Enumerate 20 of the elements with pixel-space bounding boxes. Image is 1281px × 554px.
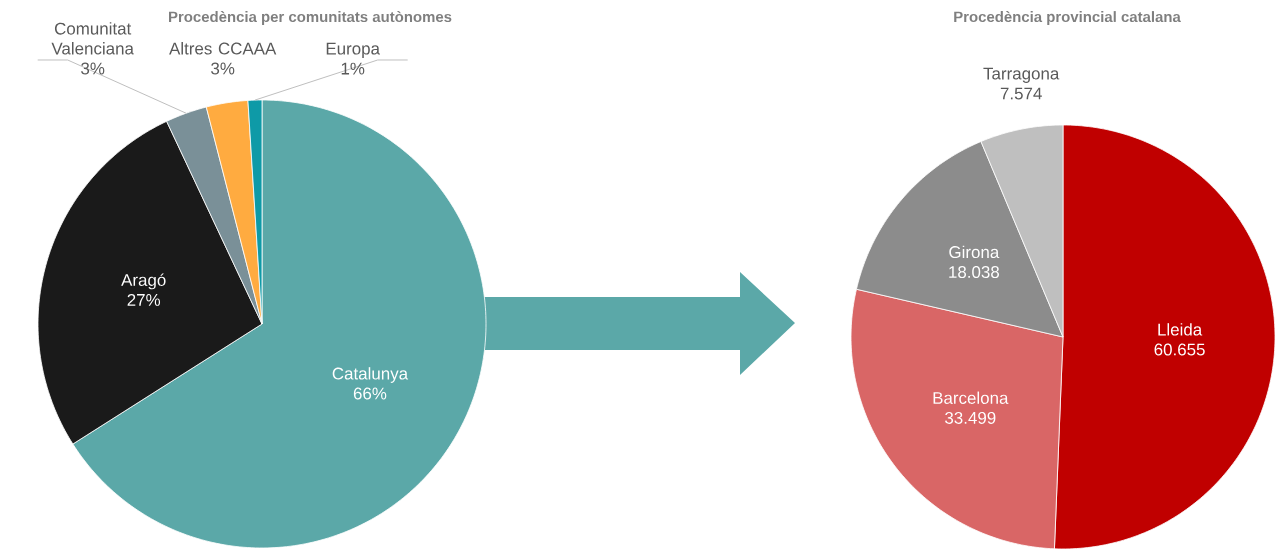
slice-label: Aragó [121, 273, 166, 290]
chart-title: Procedència per comunitats autònomes [169, 10, 452, 26]
data-label: 3% [211, 62, 235, 75]
data-label: 27% [127, 293, 161, 306]
data-label: 66% [353, 387, 387, 400]
slice-label: Catalunya [332, 367, 409, 383]
slice-label: Altres CCAAA [169, 42, 277, 55]
slice-label: Europa [326, 42, 380, 58]
slice-label: Comunitat Valenciana [51, 22, 134, 55]
slice-label: Girona [949, 245, 1000, 259]
slice-label: Barcelona [933, 391, 1009, 404]
slice-label: Lleida [1158, 323, 1203, 336]
data-label: 7.574 [1000, 87, 1042, 100]
data-label: 33.499 [945, 411, 996, 424]
data-label: 1% [341, 62, 365, 75]
chart-title: Procedència provincial catalana [954, 10, 1181, 26]
data-label: 18.038 [949, 266, 1000, 279]
data-label: 3% [81, 62, 105, 75]
data-label: 60.655 [1154, 343, 1205, 356]
slice-label: Tarragona [983, 67, 1060, 83]
